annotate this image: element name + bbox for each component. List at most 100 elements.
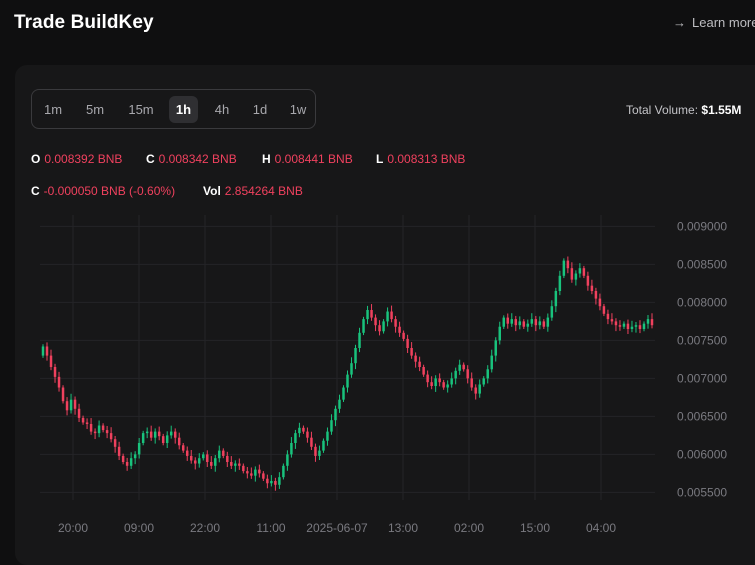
candle [310,431,313,450]
ohlc-low-key: L [376,152,384,166]
ohlc-low-value: 0.008313 BNB [387,152,466,166]
candle-body [65,401,69,411]
candle [338,394,341,413]
timeframe-1m-button[interactable]: 1m [43,102,63,117]
candle-body [238,463,241,466]
candle [418,356,421,372]
y-tick-label: 0.006000 [677,447,727,461]
candle [194,457,197,470]
y-tick-label: 0.006500 [677,409,727,423]
candle [382,319,385,334]
candle-body [89,424,93,432]
candle [618,320,622,331]
candle-body [105,430,109,434]
x-tick-label: 15:00 [520,521,550,535]
ohlc-high-key: H [262,152,271,166]
candle [238,458,241,470]
candle-body [185,450,189,456]
candle [594,287,598,305]
candle [210,456,213,469]
candle [125,457,129,471]
candle [258,464,261,478]
timeframe-15m-button[interactable]: 15m [128,102,154,117]
candle-body [173,431,177,438]
candle-body [574,273,578,280]
candle-body [254,469,257,476]
candle-body [510,319,514,324]
candle [522,319,526,329]
timeframe-selector: 1m 5m 15m 1h 4h 1d 1w [31,89,316,129]
candle-body [246,471,249,474]
timeframe-1d-button[interactable]: 1d [252,102,268,117]
candle-body [326,431,329,441]
candle [446,380,449,393]
candle-body [418,361,421,367]
candle [586,271,590,291]
candlestick-chart[interactable]: 0.009000 0.008500 0.008000 0.007500 0.007000… [0,0,755,546]
candle [77,403,81,423]
candle [330,414,333,435]
candle [534,315,538,332]
candle-body [258,469,261,474]
ohlc-change-key: C [31,184,40,198]
timeframe-1h-button[interactable]: 1h [169,96,198,123]
candle-body [198,458,201,464]
candle-body [450,378,453,385]
candle [302,425,305,434]
candle-body [77,408,81,418]
candle-body [434,378,437,386]
candle-body [382,321,385,332]
candle [546,313,550,332]
candle [157,426,161,441]
candle [117,441,121,461]
candle [218,445,221,463]
candle [642,321,646,332]
candle-body [586,275,590,286]
candle-body [149,431,153,438]
candle-body [306,431,309,438]
candle-body [165,435,169,443]
candle-body [518,321,522,326]
candle [254,466,257,482]
candle [121,453,125,465]
timeframe-4h-button[interactable]: 4h [214,102,230,117]
candle-body [101,425,105,431]
candle [590,279,594,295]
y-tick-label: 0.009000 [677,219,727,233]
timeframe-5m-button[interactable]: 5m [85,102,105,117]
candle-body [250,473,253,476]
candle [113,436,117,453]
x-tick-label: 04:00 [586,521,616,535]
candle-body [109,433,113,440]
candle [286,450,289,471]
candle [606,309,610,325]
candle-body [286,454,289,466]
learn-more-link[interactable]: → Learn more [673,15,755,30]
candle [306,427,309,443]
candle [426,370,429,388]
candle [326,427,329,446]
candle-body [598,298,602,307]
candle-body [137,443,141,455]
candle [41,344,45,358]
candle [45,342,49,361]
candle-body [342,387,345,400]
candle-body [650,319,654,326]
candle [181,443,185,453]
candle-body [502,317,505,327]
candle-body [318,450,321,456]
x-tick-label: 09:00 [124,521,154,535]
candle-body [622,323,626,327]
timeframe-1w-button[interactable]: 1w [289,102,307,117]
candle-body [314,446,317,456]
candle [282,463,285,480]
candle [470,372,473,391]
candle [566,256,570,274]
candle-body [578,268,582,274]
ohlc-high-value: 0.008441 BNB [274,152,353,166]
candle [57,371,61,392]
candle-body [61,387,65,402]
candle-body [141,433,145,443]
candle [410,342,413,359]
candle-body [153,431,157,438]
